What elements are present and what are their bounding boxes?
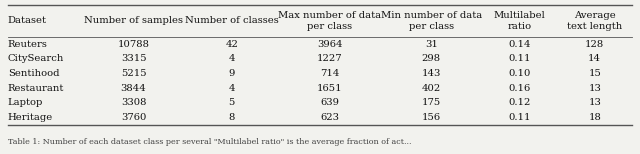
Text: Table 1: Number of each dataset class per several "Multilabel ratio" is the aver: Table 1: Number of each dataset class pe… [8,138,411,146]
Text: 0.11: 0.11 [508,54,531,63]
Text: Dataset: Dataset [8,16,47,25]
Text: 3964: 3964 [317,40,342,49]
Text: Restaurant: Restaurant [8,84,64,93]
Text: 4: 4 [228,84,235,93]
Text: 0.16: 0.16 [508,84,531,93]
Text: 42: 42 [225,40,238,49]
Text: 639: 639 [320,98,339,107]
Text: 402: 402 [422,84,441,93]
Text: 156: 156 [422,113,441,122]
Text: Laptop: Laptop [8,98,43,107]
Text: 623: 623 [320,113,339,122]
Text: 10788: 10788 [118,40,150,49]
Text: 18: 18 [588,113,601,122]
Text: Number of samples: Number of samples [84,16,183,25]
Text: Multilabel
ratio: Multilabel ratio [493,11,545,31]
Text: Min number of data
per class: Min number of data per class [381,11,482,31]
Text: Max number of data
per class: Max number of data per class [278,11,381,31]
Text: 128: 128 [585,40,604,49]
Text: 3315: 3315 [121,54,147,63]
Text: 298: 298 [422,54,441,63]
Text: CitySearch: CitySearch [8,54,64,63]
Text: 5: 5 [228,98,235,107]
Text: Number of classes: Number of classes [185,16,278,25]
Text: Average
text length: Average text length [567,11,622,31]
Text: Heritage: Heritage [8,113,53,122]
Text: 31: 31 [425,40,438,49]
Text: 1227: 1227 [317,54,342,63]
Text: Reuters: Reuters [8,40,47,49]
Text: 143: 143 [422,69,441,78]
Text: 13: 13 [588,98,601,107]
Text: 13: 13 [588,84,601,93]
Text: 3760: 3760 [121,113,147,122]
Text: 5215: 5215 [121,69,147,78]
Text: 0.14: 0.14 [508,40,531,49]
Text: 3844: 3844 [121,84,147,93]
Text: 14: 14 [588,54,601,63]
Text: 15: 15 [588,69,601,78]
Text: 0.11: 0.11 [508,113,531,122]
Text: 3308: 3308 [121,98,147,107]
Text: 175: 175 [422,98,441,107]
Text: 0.12: 0.12 [508,98,531,107]
Text: 8: 8 [228,113,235,122]
Text: 9: 9 [228,69,235,78]
Text: 4: 4 [228,54,235,63]
Text: 0.10: 0.10 [508,69,531,78]
Text: 714: 714 [320,69,339,78]
Text: Sentihood: Sentihood [8,69,59,78]
Text: 1651: 1651 [317,84,342,93]
